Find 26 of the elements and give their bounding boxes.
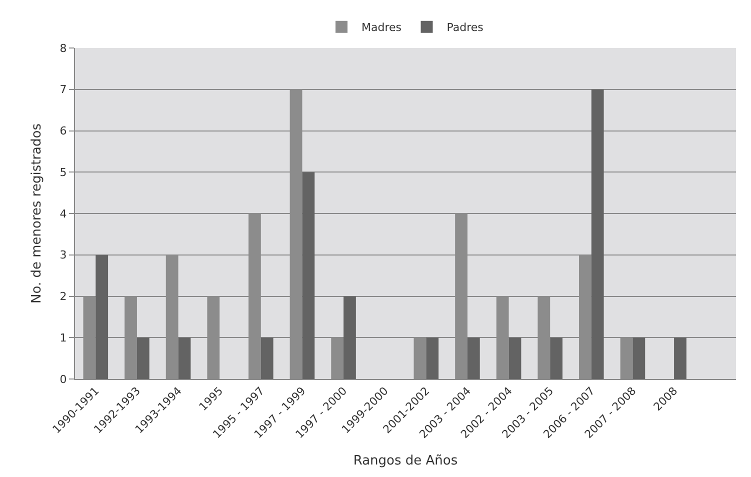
legend-label: Madres — [362, 21, 402, 34]
y-tick-label: 6 — [60, 124, 67, 138]
x-axis-title: Rangos de Años — [353, 454, 458, 469]
bar — [260, 338, 274, 379]
y-tick-label: 1 — [60, 331, 67, 344]
y-tick-label: 3 — [60, 248, 67, 262]
bar — [591, 89, 604, 379]
bar — [178, 338, 191, 379]
y-tick-label: 7 — [60, 83, 67, 96]
bar — [96, 254, 108, 379]
y-tick-label: 4 — [60, 207, 67, 220]
y-tick-label: 0 — [60, 372, 67, 386]
bar — [302, 172, 315, 379]
y-tick-label: 8 — [60, 42, 67, 55]
y-tick-label: 2 — [60, 290, 67, 304]
bar — [136, 338, 150, 379]
y-axis-title: No. de menores registrados — [30, 123, 45, 304]
bar — [426, 338, 439, 379]
bar — [344, 296, 356, 379]
legend-label: Padres — [446, 21, 484, 34]
bar — [550, 338, 562, 379]
bar — [632, 338, 646, 379]
y-tick-label: 5 — [60, 166, 67, 179]
bar — [674, 338, 686, 379]
bar — [508, 338, 522, 379]
bar — [467, 338, 480, 379]
